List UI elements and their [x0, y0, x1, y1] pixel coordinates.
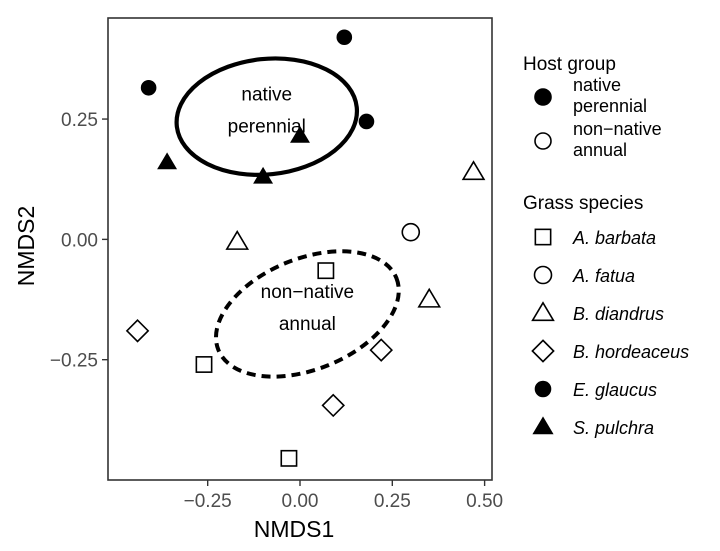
point-11 — [336, 29, 353, 46]
ellipse-label-1-line-0: non−native — [261, 282, 355, 303]
point-15 — [290, 125, 310, 143]
point-7 — [125, 319, 150, 343]
y-axis-title: NMDS2 — [13, 206, 39, 287]
legend-species-label-3: B. hordeaceus — [573, 342, 689, 362]
y-tick-label-1: 0.00 — [61, 230, 98, 251]
y-tick-label-0: −0.25 — [50, 351, 98, 372]
legend-host-group-title: Host group — [523, 54, 616, 75]
x-tick-label-2: 0.25 — [374, 491, 411, 512]
plot-panel — [107, 17, 493, 481]
legend-species-label-1: A. fatua — [572, 266, 635, 286]
point-10 — [140, 79, 157, 96]
point-1 — [195, 356, 213, 373]
legend-host-label-1-line-1: annual — [573, 140, 627, 160]
axes: −0.25 0.00 0.25 0.50 −0.25 0.00 0.25 — [50, 110, 503, 512]
ellipse-non-native-annual — [213, 249, 401, 379]
legend-host-key-1 — [534, 132, 552, 150]
legend-species-label-5: S. pulchra — [573, 418, 654, 438]
data-points — [125, 29, 486, 467]
legend-species-label-4: E. glaucus — [573, 380, 657, 400]
legend-host-key-0 — [534, 88, 552, 106]
x-tick-label-0: −0.25 — [184, 491, 232, 512]
plot-border — [107, 17, 493, 481]
ellipse-label-0-line-1: perennial — [228, 117, 306, 138]
legend-species-key-0 — [534, 228, 552, 246]
point-13 — [157, 152, 178, 170]
point-2 — [280, 449, 298, 467]
legend-host-label-1-line-0: non−native — [573, 119, 662, 139]
point-8 — [369, 338, 393, 362]
point-5 — [417, 287, 442, 308]
legend-species-label-2: B. diandrus — [573, 304, 664, 324]
ellipse-label-0-line-0: native — [241, 85, 292, 106]
point-9 — [321, 393, 345, 418]
legend: Host group Grass species nativeperennial… — [523, 54, 689, 438]
point-3 — [401, 222, 421, 242]
point-6 — [461, 160, 486, 181]
point-14 — [253, 166, 274, 184]
legend-species-key-5 — [532, 416, 554, 435]
ellipse-native-perennial — [174, 56, 360, 177]
legend-species-key-2 — [531, 301, 555, 322]
x-tick-label-3: 0.50 — [466, 491, 503, 512]
legend-species-key-4 — [534, 380, 552, 398]
y-tick-label-2: 0.25 — [61, 110, 98, 131]
legend-species-key-1 — [533, 265, 553, 285]
legend-species-title: Grass species — [523, 193, 643, 214]
legend-host-label-0-line-1: perennial — [573, 96, 647, 116]
point-0 — [317, 262, 335, 280]
point-12 — [358, 113, 375, 130]
legend-species-label-0: A. barbata — [572, 228, 656, 248]
group-ellipses: native perennial non−native annual — [174, 56, 401, 379]
x-tick-label-1: 0.00 — [282, 491, 319, 512]
legend-host-label-0-line-0: native — [573, 75, 621, 95]
ellipse-label-1-line-1: annual — [279, 314, 336, 335]
x-axis-title: NMDS1 — [254, 516, 335, 542]
point-4 — [225, 230, 250, 250]
legend-species-key-3 — [531, 339, 555, 363]
